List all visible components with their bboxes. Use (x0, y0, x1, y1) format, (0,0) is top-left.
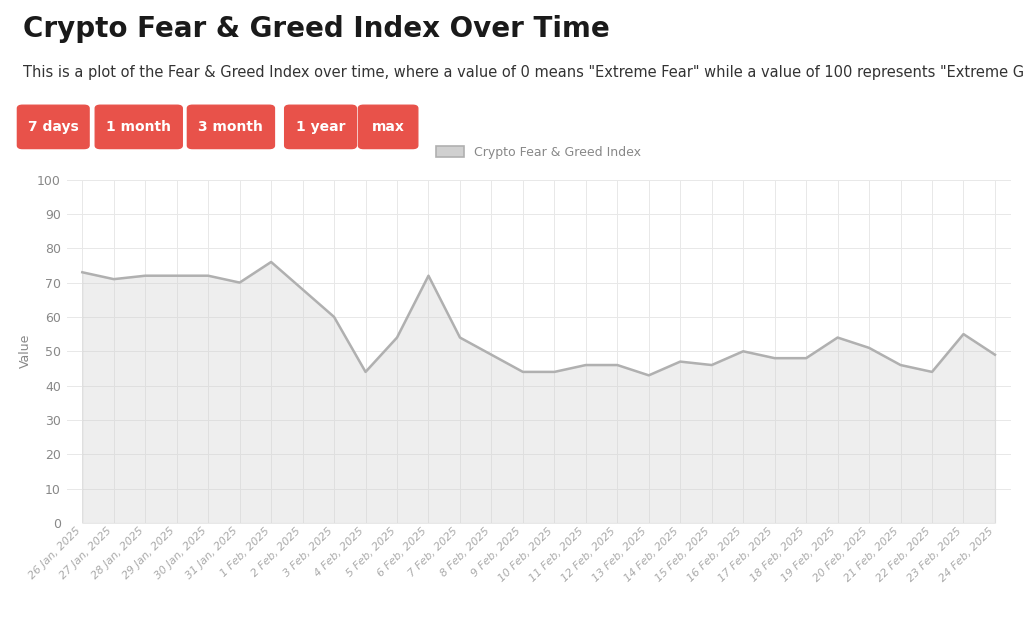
Text: Crypto Fear & Greed Index Over Time: Crypto Fear & Greed Index Over Time (23, 15, 609, 43)
Text: max: max (372, 120, 404, 134)
Legend: Crypto Fear & Greed Index: Crypto Fear & Greed Index (431, 141, 646, 164)
Text: 7 days: 7 days (28, 120, 79, 134)
Y-axis label: Value: Value (18, 334, 32, 368)
Text: This is a plot of the Fear & Greed Index over time, where a value of 0 means "Ex: This is a plot of the Fear & Greed Index… (23, 65, 1024, 80)
Text: 3 month: 3 month (199, 120, 263, 134)
Text: 1 year: 1 year (296, 120, 345, 134)
Text: 1 month: 1 month (106, 120, 171, 134)
